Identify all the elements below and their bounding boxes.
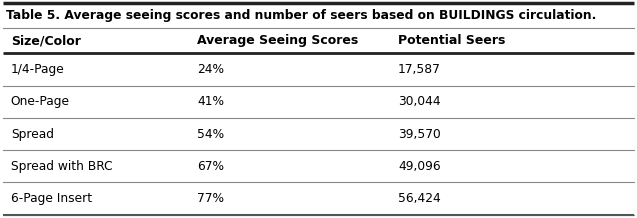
Text: 56,424: 56,424 <box>398 192 441 205</box>
Text: Spread with BRC: Spread with BRC <box>11 160 113 173</box>
Text: 67%: 67% <box>197 160 224 173</box>
Text: 54%: 54% <box>197 128 225 141</box>
Text: Spread: Spread <box>11 128 54 141</box>
Text: 41%: 41% <box>197 95 224 108</box>
Text: Table 5. Average seeing scores and number of seers based on BUILDINGS circulatio: Table 5. Average seeing scores and numbe… <box>6 9 597 22</box>
Text: 30,044: 30,044 <box>398 95 441 108</box>
Text: 17,587: 17,587 <box>398 63 441 76</box>
Text: Average Seeing Scores: Average Seeing Scores <box>197 34 359 47</box>
Text: One-Page: One-Page <box>11 95 70 108</box>
Text: 39,570: 39,570 <box>398 128 441 141</box>
Text: 77%: 77% <box>197 192 224 205</box>
Text: 49,096: 49,096 <box>398 160 441 173</box>
Text: Size/Color: Size/Color <box>11 34 81 47</box>
Text: 1/4-Page: 1/4-Page <box>11 63 64 76</box>
Text: 6-Page Insert: 6-Page Insert <box>11 192 92 205</box>
Text: 24%: 24% <box>197 63 224 76</box>
Text: Potential Seers: Potential Seers <box>398 34 506 47</box>
